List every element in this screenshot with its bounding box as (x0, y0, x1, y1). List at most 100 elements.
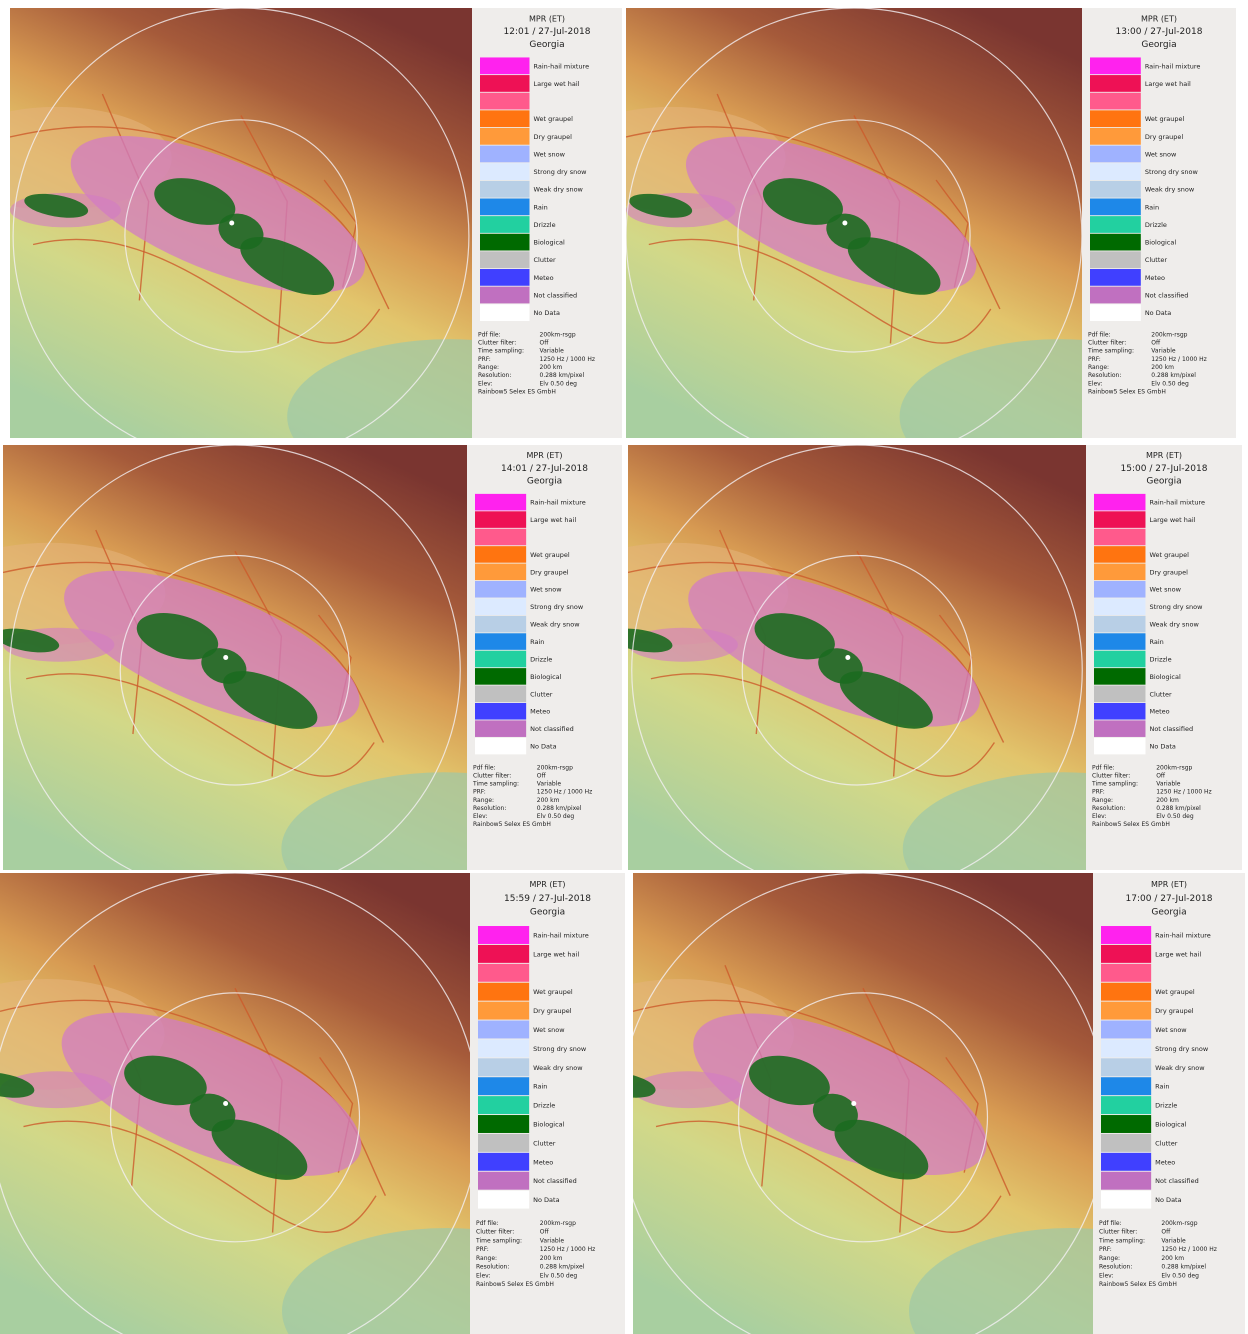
legend-label: Large wet hail (1155, 950, 1201, 958)
legend-label: Weak dry snow (1155, 1064, 1205, 1072)
setting-name: Clutter filter: (473, 773, 511, 780)
legend-title: MPR (ET) (1141, 14, 1177, 23)
legend-label: Weak dry snow (534, 186, 584, 194)
legend-label: Wet graupel (1155, 988, 1195, 996)
legend-swatch (475, 511, 526, 528)
legend-label: Clutter (530, 690, 553, 698)
legend-label: Not classified (1149, 725, 1193, 733)
setting-name: Elev: (476, 1272, 490, 1279)
legend-label: Drizzle (1155, 1102, 1177, 1110)
setting-name: Clutter filter: (1088, 339, 1126, 346)
setting-name: Elev: (1088, 380, 1102, 387)
legend-label: Not classified (533, 1177, 577, 1185)
radar-site (223, 1101, 228, 1106)
legend-swatch (475, 651, 526, 668)
setting-value: 200 km (540, 364, 563, 371)
legend-label: Large wet hail (1149, 516, 1195, 524)
legend-swatch (478, 1039, 529, 1057)
legend-label: Meteo (1149, 708, 1169, 716)
setting-name: Pdf file: (476, 1220, 499, 1227)
legend-label: Biological (1155, 1120, 1187, 1128)
legend-swatch (1101, 1077, 1151, 1095)
setting-name: Range: (476, 1255, 497, 1262)
setting-value: Variable (537, 781, 562, 788)
legend-label: Dry graupel (530, 568, 569, 576)
legend-swatch (480, 181, 530, 198)
legend-label: Wet graupel (530, 551, 570, 559)
legend-swatch (1090, 181, 1141, 198)
legend-swatch (1101, 1021, 1151, 1039)
legend-swatch (478, 1172, 529, 1190)
setting-name: Range: (473, 797, 494, 804)
setting-name: Resolution: (478, 372, 511, 379)
legend-label: Biological (1145, 239, 1177, 247)
legend-label: Wet graupel (1145, 115, 1185, 123)
setting-name: PRF: (1088, 356, 1101, 363)
legend-swatch (1094, 633, 1145, 650)
panel-time: 17:00 / 27-Jul-2018 (1126, 894, 1213, 904)
setting-name: Range: (478, 364, 499, 371)
legend-swatch (1090, 75, 1141, 92)
legend-label: Drizzle (534, 221, 556, 229)
setting-value: Variable (1156, 781, 1181, 788)
radar-panel: MPR (ET)14:01 / 27-Jul-2018GeorgiaRain-h… (3, 445, 622, 870)
legend-swatch (478, 945, 529, 963)
setting-name: Time sampling: (472, 781, 519, 788)
setting-name: Resolution: (1092, 805, 1125, 812)
setting-value: 200km-rsgp (540, 1220, 576, 1227)
setting-value: 200km-rsgp (537, 765, 573, 772)
setting-name: Elev: (1092, 813, 1106, 820)
legend-footer: Rainbow5 Selex ES GmbH (473, 821, 551, 828)
setting-name: Pdf file: (1099, 1220, 1122, 1227)
setting-value: 1250 Hz / 1000 Hz (540, 356, 596, 363)
legend-label: Rain (533, 1083, 547, 1091)
legend-label: Rain (1145, 203, 1159, 211)
legend-swatch (475, 616, 526, 633)
legend-swatch (1094, 598, 1145, 615)
legend-label: Not classified (1155, 1177, 1199, 1185)
legend-label: Strong dry snow (1155, 1045, 1209, 1053)
legend-swatch (1090, 198, 1141, 215)
legend-label: Wet graupel (533, 988, 573, 996)
setting-value: 200 km (537, 797, 560, 804)
legend-swatch (475, 720, 526, 737)
legend-label: Clutter (1145, 256, 1168, 264)
legend-label: Clutter (1155, 1139, 1178, 1147)
legend-label: Meteo (533, 1158, 553, 1166)
legend-title: MPR (ET) (529, 14, 565, 23)
setting-value: Off (540, 1229, 550, 1236)
legend-swatch (1101, 1172, 1151, 1190)
legend-swatch (480, 93, 530, 110)
legend-swatch (1094, 738, 1145, 755)
legend-label: No Data (1145, 309, 1171, 317)
legend-swatch (1090, 110, 1141, 127)
legend-swatch (480, 198, 530, 215)
legend-label: Meteo (1145, 274, 1165, 282)
legend-swatch (1090, 146, 1141, 163)
radar-site (229, 221, 234, 226)
setting-name: Time sampling: (477, 348, 524, 355)
setting-name: Elev: (473, 813, 487, 820)
legend-swatch (480, 234, 530, 251)
legend-swatch (478, 1058, 529, 1076)
legend-label: Large wet hail (534, 80, 580, 88)
setting-value: Elv 0.50 deg (540, 1272, 578, 1279)
legend-title: MPR (ET) (1151, 880, 1187, 889)
legend-label: Wet snow (1155, 1026, 1187, 1034)
legend-label: Not classified (534, 291, 578, 299)
setting-value: 200km-rsgp (1156, 765, 1192, 772)
legend-swatch (478, 1077, 529, 1095)
legend-label: Strong dry snow (530, 603, 584, 611)
legend-swatch (475, 633, 526, 650)
setting-name: Pdf file: (1092, 765, 1115, 772)
legend-swatch (1090, 251, 1141, 268)
setting-value: 1250 Hz / 1000 Hz (537, 789, 593, 796)
legend-swatch (475, 581, 526, 598)
legend-label: Not classified (1145, 291, 1189, 299)
legend-region: Georgia (1146, 477, 1181, 487)
setting-value: 1250 Hz / 1000 Hz (1151, 356, 1207, 363)
setting-name: Pdf file: (478, 331, 501, 338)
legend-label: Dry graupel (1145, 133, 1184, 141)
setting-name: PRF: (478, 356, 491, 363)
setting-value: Variable (1151, 348, 1176, 355)
